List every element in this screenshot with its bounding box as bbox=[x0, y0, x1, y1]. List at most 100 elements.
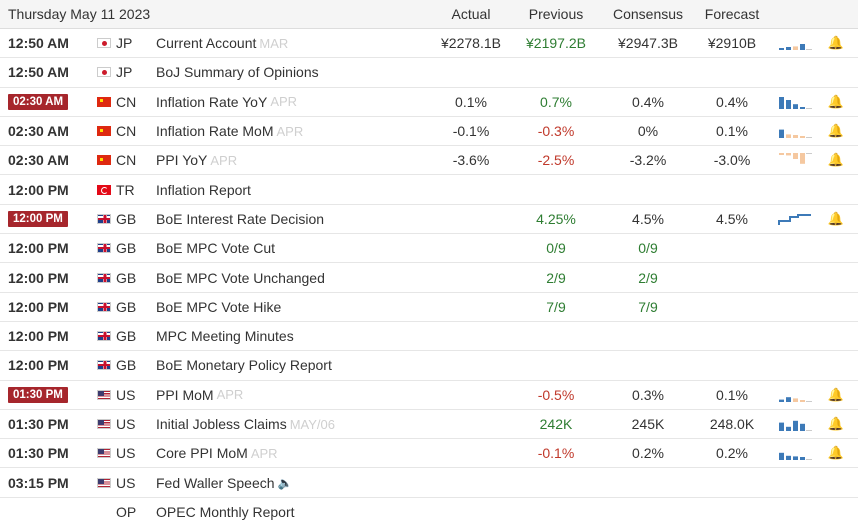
event-name[interactable]: Inflation Rate MoM bbox=[156, 123, 274, 140]
event-name-cell[interactable]: Inflation Rate MoM APR bbox=[156, 117, 436, 145]
flag-us-icon bbox=[97, 448, 111, 459]
alert-bell-icon[interactable]: 🔔 bbox=[827, 386, 845, 402]
event-name-cell[interactable]: BoE Monetary Policy Report bbox=[156, 351, 436, 379]
event-name-cell[interactable]: PPI MoM APR bbox=[156, 381, 436, 409]
previous-value: -0.5% bbox=[537, 386, 575, 403]
event-row[interactable]: 12:00 PM GB BoE Monetary Policy Report bbox=[0, 351, 858, 381]
event-time: 02:30 AM bbox=[8, 146, 72, 174]
event-row[interactable]: 12:00 PM TR Inflation Report bbox=[0, 176, 858, 205]
event-row[interactable]: 01:30 PM US Initial Jobless Claims MAY/06 24… bbox=[0, 410, 858, 440]
event-name[interactable]: BoJ Summary of Opinions bbox=[156, 64, 319, 81]
event-reference: APR bbox=[210, 152, 238, 168]
sparkline-bar bbox=[800, 423, 805, 432]
alert-bell-icon[interactable]: 🔔 bbox=[827, 123, 845, 139]
event-row[interactable]: 12:00 PM GB BoE MPC Vote Cut 0/9 0/9 bbox=[0, 234, 858, 264]
event-row[interactable]: 12:00 PM GB MPC Meeting Minutes bbox=[0, 322, 858, 352]
event-name[interactable]: Inflation Rate YoY bbox=[156, 93, 268, 110]
consensus-value bbox=[608, 351, 688, 379]
flag-us-icon bbox=[97, 477, 111, 488]
event-row[interactable]: 12:00 PM GB BoE Interest Rate Decision 4.25… bbox=[0, 205, 858, 235]
forecast-value: 248.0K bbox=[709, 416, 755, 433]
event-name[interactable]: MPC Meeting Minutes bbox=[156, 328, 294, 345]
event-row[interactable]: 02:30 AM CN Inflation Rate MoM APR -0.1% -0.3… bbox=[0, 117, 858, 147]
event-row[interactable]: 01:30 PM US PPI MoM APR -0.5% 0.3% 0.1% 🔔 bbox=[0, 381, 858, 410]
country-flag bbox=[96, 58, 112, 86]
event-name[interactable]: Initial Jobless Claims bbox=[156, 416, 287, 433]
consensus-column-header[interactable]: Consensus bbox=[612, 6, 684, 22]
event-time-text: 12:00 PM bbox=[8, 240, 69, 257]
sparkline[interactable] bbox=[778, 381, 814, 409]
event-name[interactable]: OPEC Monthly Report bbox=[156, 503, 295, 520]
event-name-cell[interactable]: Initial Jobless Claims MAY/06 bbox=[156, 410, 436, 438]
event-name-cell[interactable]: BoE Interest Rate Decision bbox=[156, 205, 436, 233]
event-row[interactable]: 01:30 PM US Core PPI MoM APR -0.1% 0.2% 0.2% 🔔 bbox=[0, 439, 858, 469]
event-name-cell[interactable]: BoJ Summary of Opinions bbox=[156, 58, 436, 86]
event-name-cell[interactable]: BoE MPC Vote Hike bbox=[156, 293, 436, 321]
event-row[interactable]: 12:00 PM GB BoE MPC Vote Unchanged 2/9 2/9 bbox=[0, 263, 858, 293]
sparkline[interactable] bbox=[778, 439, 814, 467]
alert-bell-icon[interactable]: 🔔 bbox=[827, 93, 845, 109]
sparkline[interactable] bbox=[778, 29, 814, 57]
alert-bell-icon[interactable]: 🔔 bbox=[827, 35, 845, 51]
sparkline-bar bbox=[786, 99, 791, 109]
sparkline[interactable] bbox=[778, 410, 814, 438]
event-name[interactable]: BoE Monetary Policy Report bbox=[156, 357, 332, 374]
event-name-cell[interactable]: Inflation Rate YoY APR bbox=[156, 88, 436, 116]
event-name-cell[interactable]: Inflation Report bbox=[156, 176, 436, 204]
actual-column-header[interactable]: Actual bbox=[451, 6, 491, 22]
sparkline-bar bbox=[793, 135, 798, 139]
event-name-cell[interactable]: BoE MPC Vote Unchanged bbox=[156, 263, 436, 291]
event-row[interactable]: 12:00 PM GB BoE MPC Vote Hike 7/9 7/9 bbox=[0, 293, 858, 322]
event-name[interactable]: Current Account bbox=[156, 35, 257, 52]
sparkline-forecast-mark bbox=[806, 137, 812, 139]
alert-bell-icon[interactable]: 🔔 bbox=[827, 445, 845, 461]
forecast-value bbox=[692, 58, 772, 86]
alert-bell-icon[interactable]: 🔔 bbox=[827, 152, 845, 168]
event-time-text: 12:00 PM bbox=[8, 181, 69, 198]
actual-value bbox=[432, 351, 510, 379]
alert-bell-icon[interactable]: 🔔 bbox=[827, 416, 845, 432]
event-time: 12:00 PM bbox=[8, 263, 72, 291]
event-name-cell[interactable]: Fed Waller Speech 🔈 bbox=[156, 469, 436, 497]
sparkline-chart bbox=[779, 153, 812, 165]
event-name-cell[interactable]: OPEC Monthly Report bbox=[156, 498, 436, 526]
sparkline[interactable] bbox=[778, 205, 814, 233]
event-name-cell[interactable]: Core PPI MoM APR bbox=[156, 439, 436, 467]
country-code: JP bbox=[116, 35, 133, 52]
event-name[interactable]: Core PPI MoM bbox=[156, 445, 248, 462]
sparkline[interactable] bbox=[778, 146, 814, 174]
event-name-cell[interactable]: Current Account MAR bbox=[156, 29, 436, 57]
alert-bell-icon[interactable]: 🔔 bbox=[827, 210, 845, 226]
event-name[interactable]: BoE MPC Vote Hike bbox=[156, 298, 282, 315]
country-code: JP bbox=[116, 64, 133, 81]
event-name[interactable]: BoE MPC Vote Unchanged bbox=[156, 269, 325, 286]
forecast-column-header[interactable]: Forecast bbox=[704, 6, 760, 22]
event-time-text: 12:00 PM bbox=[8, 357, 69, 374]
event-row[interactable]: OP OPEC Monthly Report bbox=[0, 498, 858, 526]
event-name[interactable]: BoE Interest Rate Decision bbox=[156, 210, 325, 227]
event-name[interactable]: PPI MoM bbox=[156, 386, 214, 403]
sparkline-chart bbox=[779, 453, 812, 461]
event-row[interactable]: 03:15 PM US Fed Waller Speech 🔈 bbox=[0, 469, 858, 498]
sparkline[interactable] bbox=[778, 117, 814, 145]
event-row[interactable]: 12:50 AM JP Current Account MAR ¥2278.1B ¥219… bbox=[0, 29, 858, 59]
sparkline-bar bbox=[800, 457, 805, 461]
country-code: US bbox=[116, 416, 136, 433]
time-badge: 01:30 PM bbox=[8, 386, 68, 403]
event-name[interactable]: PPI YoY bbox=[156, 152, 208, 169]
event-name[interactable]: BoE MPC Vote Cut bbox=[156, 240, 276, 257]
event-name-cell[interactable]: MPC Meeting Minutes bbox=[156, 322, 436, 350]
flag-us-icon bbox=[97, 419, 111, 430]
country-flag bbox=[96, 234, 112, 262]
event-row[interactable]: 02:30 AM CN Inflation Rate YoY APR 0.1% 0.7% 0… bbox=[0, 88, 858, 117]
event-name-cell[interactable]: PPI YoY APR bbox=[156, 146, 436, 174]
previous-column-header[interactable]: Previous bbox=[528, 6, 584, 22]
event-name-cell[interactable]: BoE MPC Vote Cut bbox=[156, 234, 436, 262]
event-name[interactable]: Fed Waller Speech bbox=[156, 474, 275, 491]
event-row[interactable]: 02:30 AM CN PPI YoY APR -3.6% -2.5% -3.2% -3.0%… bbox=[0, 146, 858, 176]
sparkline[interactable] bbox=[778, 88, 814, 116]
event-row[interactable]: 12:50 AM JP BoJ Summary of Opinions bbox=[0, 58, 858, 88]
event-name[interactable]: Inflation Report bbox=[156, 181, 251, 198]
country-code: GB bbox=[116, 357, 137, 374]
sparkline-bar bbox=[779, 422, 784, 432]
